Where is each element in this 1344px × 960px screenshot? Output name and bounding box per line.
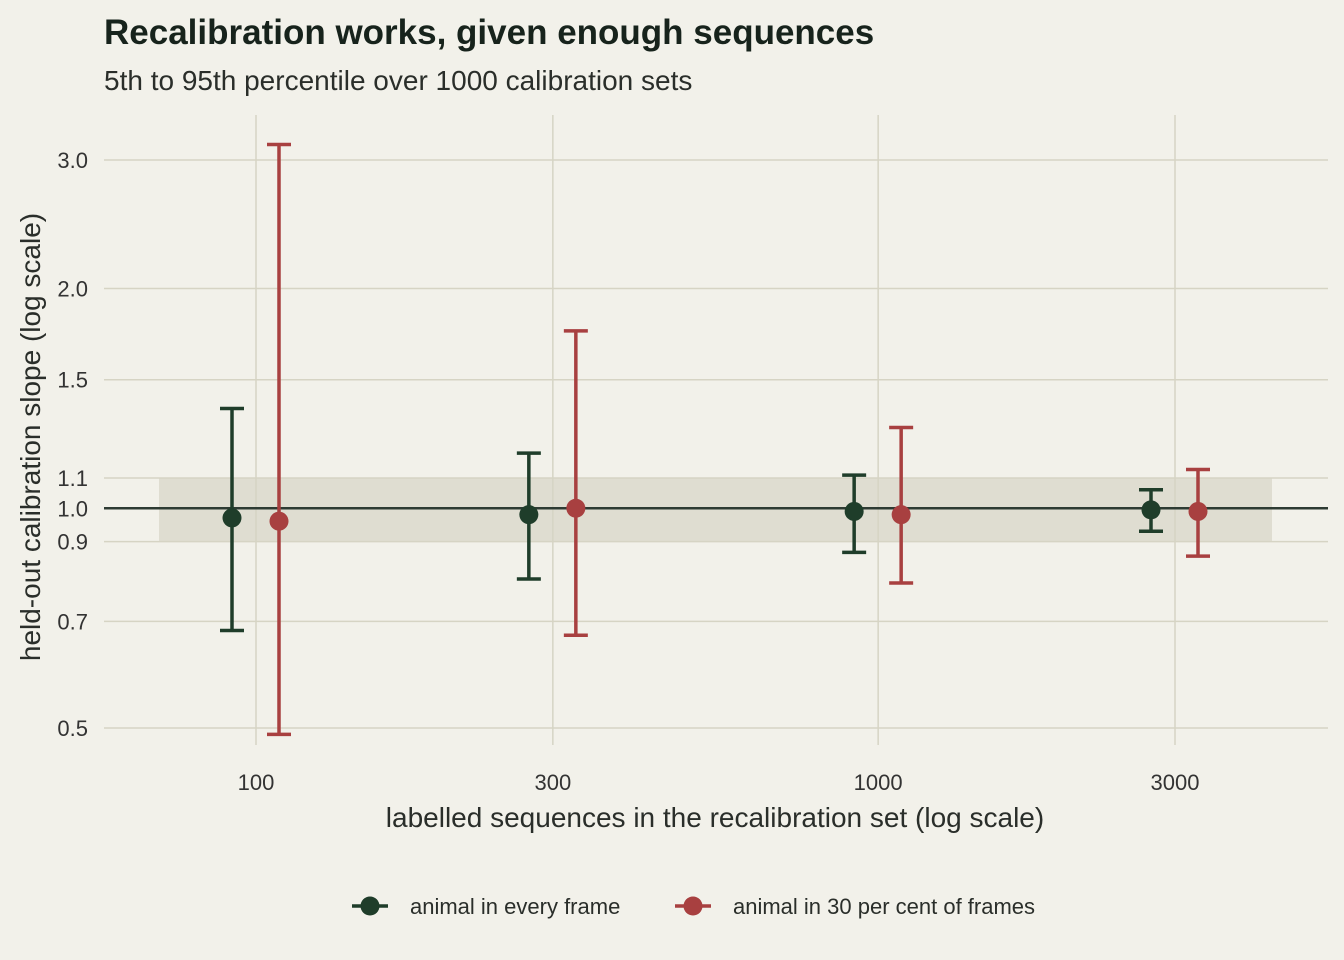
legend-label: animal in every frame — [410, 894, 620, 919]
y-axis-title: held-out calibration slope (log scale) — [15, 213, 46, 661]
legend-item: animal in every frame — [352, 894, 620, 919]
y-tick-label: 0.5 — [57, 716, 88, 741]
x-axis-title: labelled sequences in the recalibration … — [386, 802, 1044, 833]
legend-key-point — [360, 896, 380, 916]
data-point — [269, 511, 289, 531]
data-point — [519, 505, 539, 525]
legend-key-point — [683, 896, 703, 916]
legend: animal in every frame animal in 30 per ce… — [352, 894, 1035, 919]
data-point — [844, 501, 864, 521]
error-bar — [267, 142, 291, 737]
data-point — [1188, 501, 1208, 521]
y-tick-label: 3.0 — [57, 148, 88, 173]
y-tick-label: 2.0 — [57, 277, 88, 302]
y-tick-label: 1.1 — [57, 466, 88, 491]
legend-label: animal in 30 per cent of frames — [733, 894, 1035, 919]
y-tick-label: 1.5 — [57, 368, 88, 393]
y-tick-label: 1.0 — [57, 496, 88, 521]
chart-subtitle: 5th to 95th percentile over 1000 calibra… — [104, 65, 692, 96]
plot-area: 0.5 0.7 0.9 1.0 1.1 1.5 2.0 3.0 100 300 1000 3000 — [57, 115, 1328, 795]
x-tick-label: 100 — [238, 770, 275, 795]
data-point — [566, 498, 586, 518]
x-tick-label: 1000 — [854, 770, 903, 795]
data-point — [891, 505, 911, 525]
x-tick-label: 300 — [534, 770, 571, 795]
y-tick-label: 0.9 — [57, 530, 88, 555]
chart-title: Recalibration works, given enough sequen… — [104, 13, 874, 52]
legend-item: animal in 30 per cent of frames — [675, 894, 1035, 919]
reference-band — [159, 478, 1272, 542]
data-point — [1141, 500, 1161, 520]
x-tick-label: 3000 — [1151, 770, 1200, 795]
y-tick-label: 0.7 — [57, 609, 88, 634]
data-point — [222, 508, 242, 528]
error-bar — [563, 329, 588, 637]
